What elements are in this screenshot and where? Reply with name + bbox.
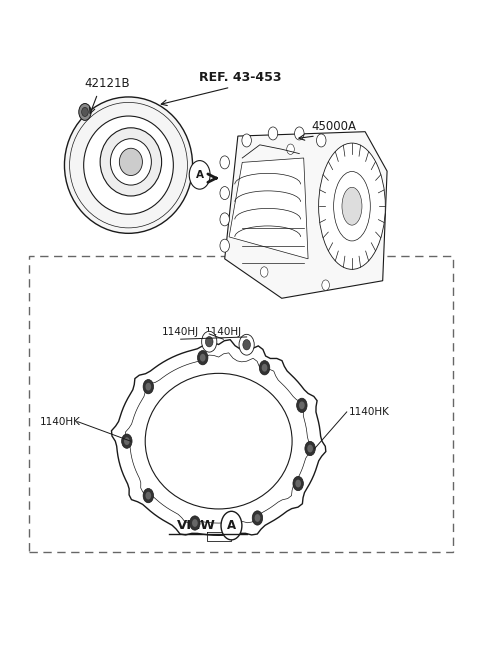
Circle shape	[252, 511, 263, 525]
Circle shape	[205, 337, 213, 347]
Ellipse shape	[342, 187, 362, 225]
Circle shape	[124, 438, 130, 445]
Circle shape	[143, 489, 154, 503]
Circle shape	[261, 267, 268, 277]
Circle shape	[145, 383, 151, 390]
Circle shape	[299, 402, 305, 409]
Circle shape	[305, 441, 315, 456]
Circle shape	[316, 134, 326, 147]
Circle shape	[287, 144, 294, 155]
Circle shape	[293, 476, 303, 491]
Text: REF. 43-453: REF. 43-453	[199, 71, 281, 84]
Circle shape	[202, 331, 217, 352]
Ellipse shape	[110, 139, 151, 185]
Circle shape	[197, 350, 208, 365]
Circle shape	[189, 160, 210, 189]
Text: 1140HJ: 1140HJ	[205, 328, 242, 337]
Text: A: A	[227, 519, 236, 532]
Circle shape	[220, 156, 229, 169]
Circle shape	[200, 354, 205, 362]
Polygon shape	[229, 158, 308, 259]
Text: 45000A: 45000A	[311, 120, 356, 133]
Circle shape	[259, 361, 270, 375]
Circle shape	[295, 127, 304, 140]
Circle shape	[221, 512, 242, 540]
Circle shape	[297, 398, 307, 413]
Circle shape	[121, 434, 132, 448]
Circle shape	[79, 103, 91, 121]
Ellipse shape	[334, 172, 370, 241]
Circle shape	[307, 445, 313, 453]
Circle shape	[268, 127, 278, 140]
Text: 1140HK: 1140HK	[349, 407, 390, 417]
Circle shape	[242, 134, 252, 147]
Ellipse shape	[145, 373, 292, 509]
Circle shape	[262, 364, 267, 371]
Polygon shape	[225, 132, 387, 298]
Circle shape	[243, 339, 251, 350]
Circle shape	[190, 516, 200, 530]
Circle shape	[220, 213, 229, 226]
Circle shape	[322, 280, 329, 290]
Text: 1140HK: 1140HK	[40, 417, 81, 426]
Circle shape	[254, 514, 260, 522]
Polygon shape	[111, 340, 326, 535]
Text: 1140HJ: 1140HJ	[162, 328, 199, 337]
Ellipse shape	[64, 97, 192, 233]
Ellipse shape	[84, 116, 173, 214]
Text: 42121B: 42121B	[84, 77, 130, 90]
Circle shape	[295, 479, 301, 487]
Circle shape	[143, 379, 154, 394]
Circle shape	[239, 334, 254, 355]
Text: A: A	[196, 170, 204, 180]
Bar	[29, 256, 454, 552]
Text: VIEW: VIEW	[178, 519, 216, 532]
Circle shape	[145, 492, 151, 500]
Ellipse shape	[100, 128, 162, 196]
Ellipse shape	[120, 148, 143, 176]
Ellipse shape	[319, 143, 385, 269]
Circle shape	[220, 187, 229, 200]
Circle shape	[192, 519, 198, 527]
Circle shape	[82, 107, 88, 117]
Circle shape	[220, 239, 229, 252]
